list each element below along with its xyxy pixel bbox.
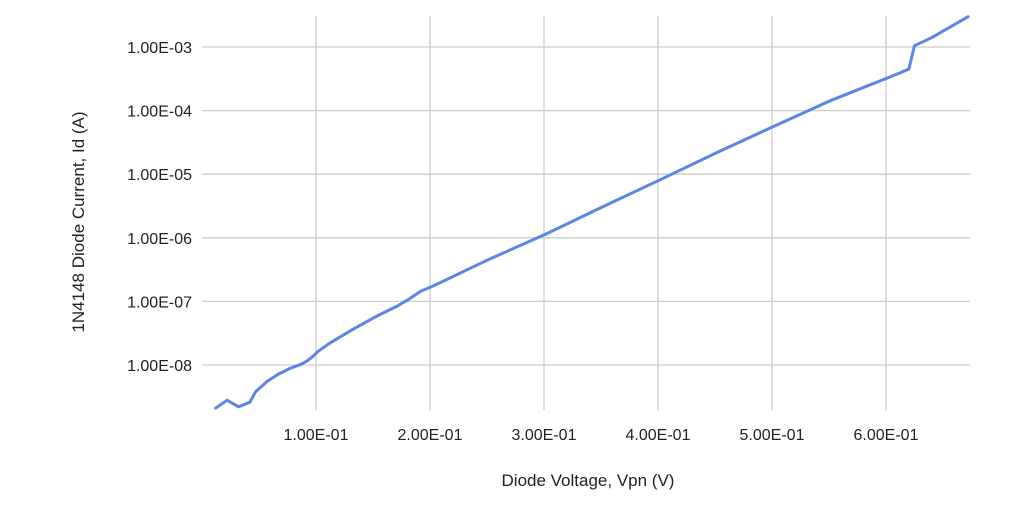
series-line bbox=[214, 15, 970, 410]
x-tick-label: 6.00E-01 bbox=[854, 427, 919, 444]
y-axis-title: 1N4148 Diode Current, Id (A) bbox=[69, 111, 88, 332]
x-axis-tick-labels: 1.00E-01 2.00E-01 3.00E-01 4.00E-01 5.00E-01… bbox=[284, 427, 919, 444]
y-tick-label: 1.00E-07 bbox=[127, 294, 192, 311]
x-axis-title: Diode Voltage, Vpn (V) bbox=[502, 471, 675, 490]
x-tick-label: 3.00E-01 bbox=[512, 427, 577, 444]
y-tick-label: 1.00E-04 bbox=[127, 104, 192, 121]
y-tick-label: 1.00E-03 bbox=[127, 40, 192, 57]
y-tick-label: 1.00E-05 bbox=[127, 167, 192, 184]
y-tick-label: 1.00E-08 bbox=[127, 358, 192, 375]
y-axis-tick-labels: 1.00E-08 1.00E-07 1.00E-06 1.00E-05 1.00E-04… bbox=[127, 40, 192, 375]
x-tick-label: 5.00E-01 bbox=[740, 427, 805, 444]
y-tick-label: 1.00E-06 bbox=[127, 231, 192, 248]
x-tick-label: 2.00E-01 bbox=[398, 427, 463, 444]
x-tick-label: 1.00E-01 bbox=[284, 427, 349, 444]
series-group bbox=[214, 15, 970, 410]
x-tick-label: 4.00E-01 bbox=[626, 427, 691, 444]
grid-lines bbox=[202, 16, 970, 410]
